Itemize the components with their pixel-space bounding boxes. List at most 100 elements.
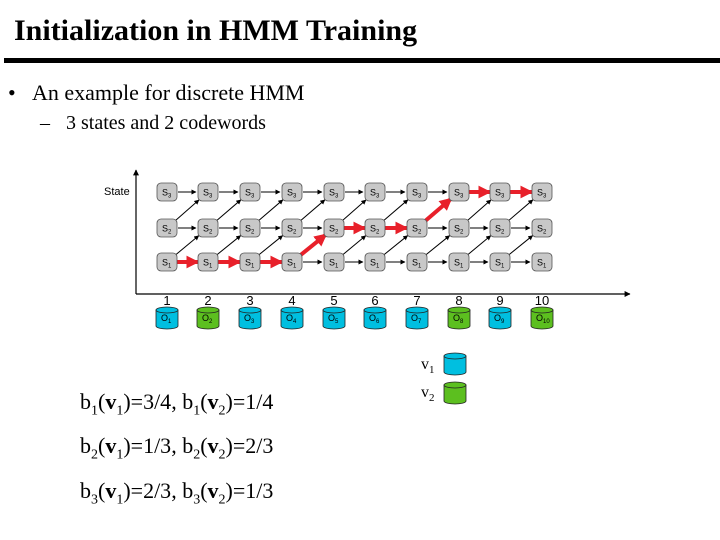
state-label: S2 [370,224,380,236]
state-label: S2 [329,224,339,236]
state-label: S3 [412,188,422,200]
observation-drum-icon: O2 [196,306,220,330]
state-node: S3 [239,182,261,202]
time-label: 3 [246,293,253,308]
state-label: S2 [162,224,172,236]
transition-arrow [382,235,409,257]
state-label: S3 [454,188,464,200]
observation-drum-icon: O9 [488,306,512,330]
state-node: S1 [531,252,553,272]
state-label: S2 [245,224,255,236]
best-path-arrow [421,196,454,225]
observation-label: O9 [494,313,505,325]
formula-line: b1(v1)=3/4, b1(v2)=1/4 [80,389,274,419]
bullet-dot-icon: • [8,80,16,105]
state-node: S1 [239,252,261,272]
state-label: S3 [495,188,505,200]
transition-arrow [507,199,534,222]
observation-label: O2 [202,313,213,325]
time-label: 9 [496,293,503,308]
sub-bullet-item: –3 states and 2 codewords [40,112,266,135]
observations: O1 O2 O3 O4 O5 O6 O7 O8 O9 O10 [155,306,554,330]
time-label: 6 [371,293,378,308]
bullet-text: An example for discrete HMM [32,80,305,105]
emission-formulas: b1(v1)=3/4, b1(v2)=1/4 b2(v1)=1/3, b2(v2… [80,384,273,517]
state-label: S2 [287,224,297,236]
observation-label: O5 [328,313,339,325]
time-labels: 1 2 3 4 5 6 7 8 9 10 [163,293,549,308]
observation-label: O4 [286,313,297,325]
state-label: S1 [495,258,505,270]
observation-drum-icon: O1 [155,306,179,330]
state-label: S3 [203,188,213,200]
state-label: S2 [537,224,547,236]
legend-v1-drum-icon [443,352,467,376]
transition-arrow [174,199,200,222]
observation-drum-icon: O5 [322,306,346,330]
state-label: S1 [245,258,255,270]
time-label: 7 [413,293,420,308]
state-label: S1 [162,258,172,270]
state-node: S3 [406,182,428,202]
sub-bullet-text: 3 states and 2 codewords [66,112,266,134]
state-node: S3 [489,182,511,202]
state-node: S1 [323,252,345,272]
state-node: S2 [364,218,386,238]
state-label: S1 [287,258,297,270]
state-label: S3 [162,188,172,200]
state-nodes: S3 S2 S1 S3 S2 S1 S3 S2 S1 S3 S2 S1 S3 S2 S1 S3 S2 S1 S3 S2… [156,182,553,272]
transition-arrow [215,235,242,257]
state-node: S2 [489,218,511,238]
slide-title: Initialization in HMM Training [14,14,418,47]
formula-line: b2(v1)=1/3, b2(v2)=2/3 [80,433,274,463]
state-node: S1 [197,252,219,272]
observation-label: O3 [244,313,255,325]
observation-drum-icon: O7 [405,306,429,330]
state-node: S2 [156,218,178,238]
state-label: S3 [370,188,380,200]
state-label: S3 [537,188,547,200]
state-node: S3 [364,182,386,202]
transition-arrow [341,235,367,257]
state-node: S3 [281,182,303,202]
state-label: S3 [329,188,339,200]
sub-bullet-dash-icon: – [40,112,50,134]
state-label: S1 [412,258,422,270]
state-node: S2 [239,218,261,238]
state-node: S3 [531,182,553,202]
observation-drum-icon: O8 [447,306,471,330]
formula-line: b3(v1)=2/3, b3(v2)=1/3 [80,477,274,508]
observation-label: O1 [161,313,172,325]
state-label: S3 [245,188,255,200]
state-node: S1 [489,252,511,272]
observation-label: O8 [453,313,464,325]
transition-arrow [174,235,200,257]
state-node: S3 [323,182,345,202]
transition-arrow [215,199,242,222]
transition-arrow [257,235,284,257]
transition-arrow [466,199,492,222]
transition-arrow [382,199,409,222]
time-label: 5 [330,293,337,308]
state-label: S2 [495,224,505,236]
state-label: S2 [454,224,464,236]
transition-arrow [466,235,492,257]
observation-label: O6 [369,313,380,325]
state-label: S1 [537,258,547,270]
legend-v2-drum-icon [443,381,467,405]
observation-drum-icon: O3 [238,306,262,330]
time-label: 10 [535,293,549,308]
bullet-item: • An example for discrete HMM [8,80,304,106]
time-label: 1 [163,293,170,308]
legend-icons [443,352,467,405]
best-path [174,185,534,269]
state-label: S2 [412,224,422,236]
state-node: S1 [156,252,178,272]
transition-arrow [341,199,367,222]
best-path-arrow [296,232,329,259]
time-label: 2 [204,293,211,308]
state-node: S1 [281,252,303,272]
state-node: S3 [156,182,178,202]
legend-label-v1: v1 [421,356,435,377]
